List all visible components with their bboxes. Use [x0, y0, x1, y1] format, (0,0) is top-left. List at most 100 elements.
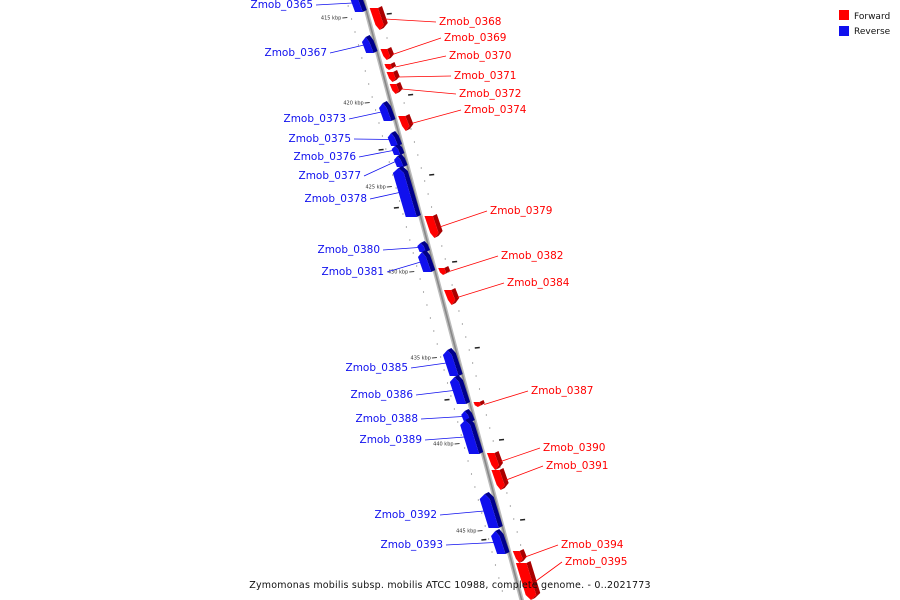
gene-glyph-zmob-0370[interactable] — [384, 62, 397, 70]
gene-connector — [358, 150, 393, 158]
gene-connector — [392, 37, 442, 55]
gene-connector — [363, 161, 396, 177]
gene-connector — [424, 436, 465, 441]
gene-glyph-zmob-0390[interactable] — [486, 451, 503, 470]
legend-label-reverse: Reverse — [854, 27, 891, 37]
gene-glyph-zmob-0375[interactable] — [387, 131, 403, 146]
gene-glyph-zmob-0374[interactable] — [398, 114, 414, 131]
gene-glyph-zmob-0380[interactable] — [417, 241, 430, 252]
gene-label-zmob-0385[interactable]: Zmob_0385 — [346, 362, 408, 374]
gene-label-zmob-0391[interactable]: Zmob_0391 — [546, 460, 608, 472]
gene-connector — [382, 247, 419, 251]
gene-label-zmob-0381[interactable]: Zmob_0381 — [322, 266, 384, 278]
gene-connector — [500, 447, 541, 462]
gene-glyph-zmob-0386[interactable] — [449, 375, 471, 404]
gene-label-zmob-0393[interactable]: Zmob_0393 — [381, 539, 443, 551]
gene-connector — [457, 282, 505, 298]
gene-connector — [395, 55, 447, 68]
legend-label-forward: Forward — [854, 12, 890, 22]
tick-label: 420 kbp — [343, 101, 363, 107]
genome-caption: Zymomonas mobilis subsp. mobilis ATCC 10… — [249, 580, 651, 591]
gene-connector — [315, 2, 353, 6]
gene-glyph-zmob-0377[interactable] — [394, 154, 408, 167]
gene-glyph-zmob-0392[interactable] — [479, 492, 503, 528]
gene-connector — [439, 510, 485, 516]
gene-glyph-zmob-0382[interactable] — [438, 266, 451, 275]
gene-connector — [535, 561, 563, 582]
gene-label-zmob-0389[interactable]: Zmob_0389 — [360, 434, 422, 446]
gene-glyph-zmob-0368[interactable] — [369, 6, 388, 30]
legend: Forward Reverse — [839, 10, 891, 37]
gene-connector — [420, 416, 463, 420]
gene-glyph-zmob-0379[interactable] — [424, 214, 443, 238]
gene-connector — [348, 111, 382, 120]
gene-glyph-zmob-0381[interactable] — [417, 250, 436, 272]
gene-connector — [329, 44, 365, 54]
gene-connector — [386, 261, 421, 273]
gene-label-zmob-0378[interactable]: Zmob_0378 — [305, 193, 367, 205]
gene-glyph-zmob-0395[interactable] — [515, 561, 541, 600]
gene-connector — [401, 88, 457, 95]
gene-features — [350, 0, 541, 600]
legend-swatch-reverse — [839, 26, 849, 36]
gene-label-zmob-0380[interactable]: Zmob_0380 — [318, 244, 380, 256]
gene-label-zmob-0369[interactable]: Zmob_0369 — [444, 32, 506, 44]
gene-label-zmob-0373[interactable]: Zmob_0373 — [284, 113, 346, 125]
gene-label-zmob-0374[interactable]: Zmob_0374 — [464, 104, 527, 116]
gene-glyph-zmob-0371[interactable] — [386, 70, 400, 82]
gene-label-zmob-0375[interactable]: Zmob_0375 — [289, 133, 351, 145]
gene-glyph-zmob-0389[interactable] — [460, 418, 484, 454]
gene-glyph-zmob-0387[interactable] — [473, 400, 485, 407]
gene-glyph-zmob-0373[interactable] — [379, 101, 396, 121]
gene-glyph-zmob-0393[interactable] — [491, 529, 510, 554]
tick-label: 445 kbp — [456, 529, 476, 535]
gene-label-zmob-0394[interactable]: Zmob_0394 — [561, 539, 624, 551]
gene-label-zmob-0370[interactable]: Zmob_0370 — [449, 50, 511, 62]
gene-label-zmob-0367[interactable]: Zmob_0367 — [265, 47, 327, 59]
gene-connector — [449, 255, 499, 272]
gene-glyph-zmob-0391[interactable] — [491, 468, 509, 490]
gene-connector — [398, 75, 452, 78]
gene-connector — [369, 192, 400, 200]
tick-label: 435 kbp — [411, 356, 431, 362]
tick-label: 440 kbp — [433, 442, 453, 448]
gene-label-zmob-0368[interactable]: Zmob_0368 — [439, 16, 501, 28]
gene-glyph-zmob-0394[interactable] — [512, 549, 527, 563]
gene-connector — [415, 390, 454, 396]
gene-glyph-zmob-0369[interactable] — [380, 47, 395, 60]
gene-label-zmob-0392[interactable]: Zmob_0392 — [375, 509, 437, 521]
genome-backbone — [361, 0, 525, 600]
tick-label: 430 kbp — [388, 270, 408, 276]
gene-label-zmob-0365[interactable]: Zmob_0365 — [251, 0, 313, 11]
gene-label-zmob-0390[interactable]: Zmob_0390 — [543, 442, 605, 454]
gene-connector — [525, 544, 559, 558]
gene-connector — [484, 390, 529, 405]
gene-glyph-zmob-0365[interactable] — [350, 0, 367, 12]
gene-label-zmob-0377[interactable]: Zmob_0377 — [299, 170, 361, 182]
gene-label-zmob-0388[interactable]: Zmob_0388 — [356, 413, 418, 425]
gene-label-zmob-0371[interactable]: Zmob_0371 — [454, 70, 516, 82]
gene-label-zmob-0395[interactable]: Zmob_0395 — [565, 556, 627, 568]
gene-label-zmob-0382[interactable]: Zmob_0382 — [501, 250, 563, 262]
gene-connector — [353, 138, 390, 140]
tick-label: 415 kbp — [321, 16, 341, 22]
gene-glyph-zmob-0385[interactable] — [442, 348, 463, 376]
gene-label-zmob-0379[interactable]: Zmob_0379 — [490, 205, 552, 217]
gene-label-zmob-0376[interactable]: Zmob_0376 — [294, 151, 357, 163]
legend-swatch-forward — [839, 10, 849, 20]
gene-connector — [411, 109, 462, 124]
gene-label-zmob-0387[interactable]: Zmob_0387 — [531, 385, 593, 397]
gene-glyph-zmob-0378[interactable] — [392, 166, 421, 217]
gene-label-zmob-0384[interactable]: Zmob_0384 — [507, 277, 570, 289]
gene-glyph-zmob-0367[interactable] — [361, 35, 378, 53]
gene-connector — [445, 542, 495, 546]
gene-glyph-zmob-0384[interactable] — [443, 288, 460, 305]
gene-label-zmob-0386[interactable]: Zmob_0386 — [351, 389, 414, 401]
tick-label: 425 kbp — [365, 185, 385, 191]
gene-labels: Zmob_0365 Zmob_0367 Zmob_0368 Zmob_0369 Zmob… — [251, 0, 627, 582]
gene-label-zmob-0372[interactable]: Zmob_0372 — [459, 88, 521, 100]
gene-glyph-zmob-0372[interactable] — [389, 82, 403, 94]
tick-marks: 415 kbp 420 kbp 425 kbp 430 kbp 435 kbp 440 k… — [321, 12, 526, 541]
gene-glyph-zmob-0376[interactable] — [391, 144, 405, 155]
gene-connector — [439, 210, 488, 228]
